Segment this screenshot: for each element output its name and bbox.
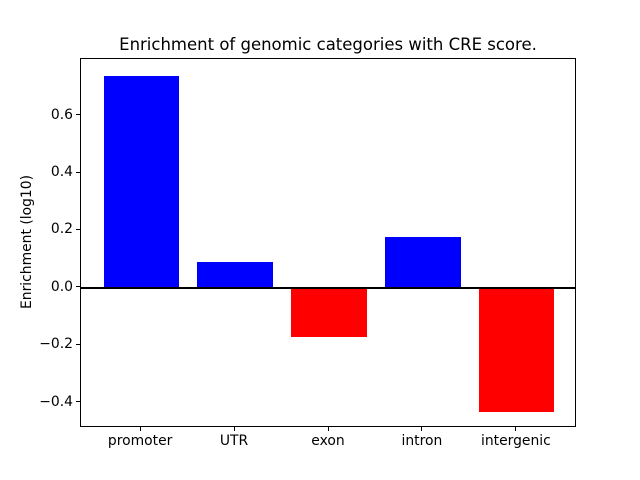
y-axis-label: Enrichment (log10) [19, 174, 35, 310]
y-tick-label: 0.4 [50, 164, 73, 181]
x-tick-label-intergenic: intergenic [480, 433, 551, 449]
plot-area [80, 58, 576, 427]
bar-UTR [197, 262, 273, 289]
x-tick-mark [233, 427, 235, 431]
bar-intergenic [479, 288, 555, 412]
x-tick-label-intron: intron [401, 433, 443, 449]
y-tick-mark [76, 114, 80, 116]
y-tick-label: 0.0 [50, 278, 73, 295]
y-tick-label: −0.4 [39, 393, 73, 410]
y-tick-mark [76, 228, 80, 230]
x-tick-label-promoter: promoter [107, 433, 173, 449]
y-tick-mark [76, 401, 80, 403]
x-tick-mark [139, 427, 141, 431]
zero-baseline [81, 287, 575, 290]
bar-exon [291, 288, 367, 338]
x-tick-label-UTR: UTR [219, 433, 249, 449]
x-tick-label-exon: exon [311, 433, 345, 449]
y-tick-label: 0.6 [50, 106, 73, 123]
y-tick-mark [76, 286, 80, 288]
bar-intron [385, 236, 461, 289]
y-tick-label: 0.2 [50, 221, 73, 238]
x-tick-mark [515, 427, 517, 431]
y-tick-label: −0.2 [39, 336, 73, 353]
chart-title: Enrichment of genomic categories with CR… [119, 35, 537, 54]
y-tick-mark [76, 171, 80, 173]
x-tick-mark [327, 427, 329, 431]
bar-promoter [103, 75, 179, 289]
y-tick-mark [76, 343, 80, 345]
x-tick-mark [421, 427, 423, 431]
